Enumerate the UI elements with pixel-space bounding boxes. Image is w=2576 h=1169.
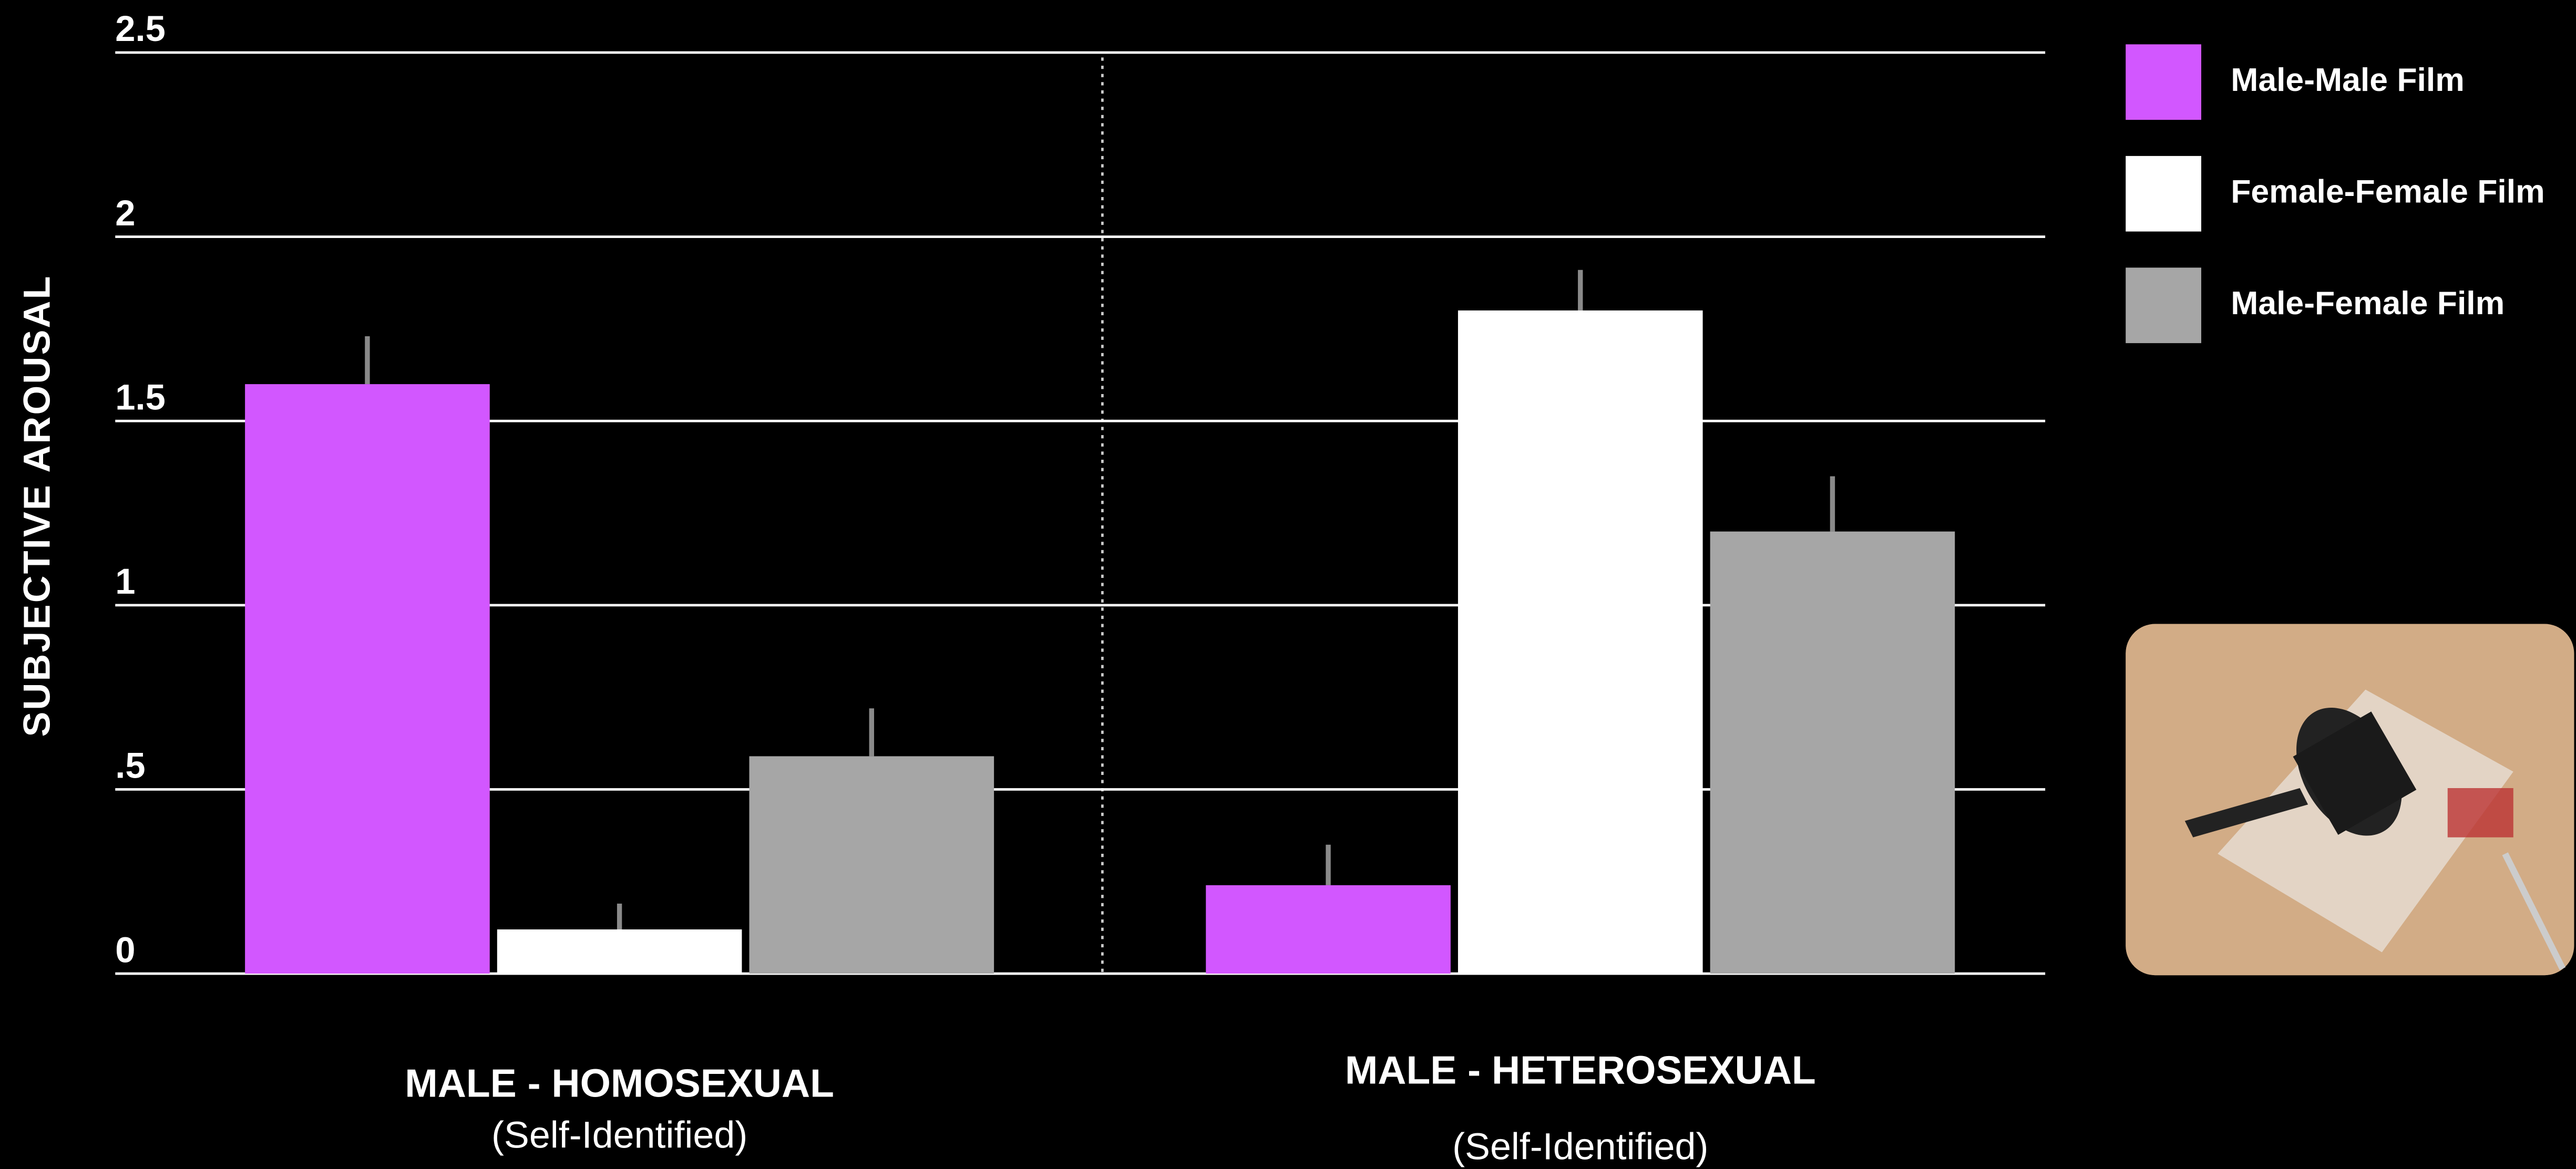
y-tick-label: 0: [115, 929, 135, 970]
bar: [497, 929, 742, 974]
bar: [749, 756, 994, 974]
x-tick-label: MALE - HETEROSEXUAL: [1345, 1048, 1816, 1092]
legend-label: Male-Female Film: [2231, 285, 2505, 322]
device-photo: [2126, 624, 2574, 976]
x-tick-sublabel: (Self-Identified): [491, 1114, 747, 1156]
legend-swatch: [2126, 156, 2201, 232]
legend-swatch: [2126, 267, 2201, 344]
y-tick-label: 2.5: [115, 8, 166, 49]
y-axis-label: SUBJECTIVE AROUSAL: [16, 274, 58, 737]
bar: [245, 384, 490, 974]
legend-label: Male-Male Film: [2231, 61, 2465, 98]
x-tick-sublabel: (Self-Identified): [1452, 1125, 1708, 1167]
y-tick-label: 2: [115, 193, 135, 233]
y-tick-label: 1: [115, 561, 135, 602]
y-tick-label: .5: [115, 746, 145, 786]
legend-swatch: [2126, 44, 2201, 120]
y-tick-label: 1.5: [115, 377, 166, 417]
bar: [1710, 531, 1955, 974]
bar: [1458, 310, 1703, 974]
legend-label: Female-Female Film: [2231, 173, 2544, 210]
x-tick-label: MALE - HOMOSEXUAL: [405, 1061, 834, 1105]
bar: [1206, 885, 1451, 974]
